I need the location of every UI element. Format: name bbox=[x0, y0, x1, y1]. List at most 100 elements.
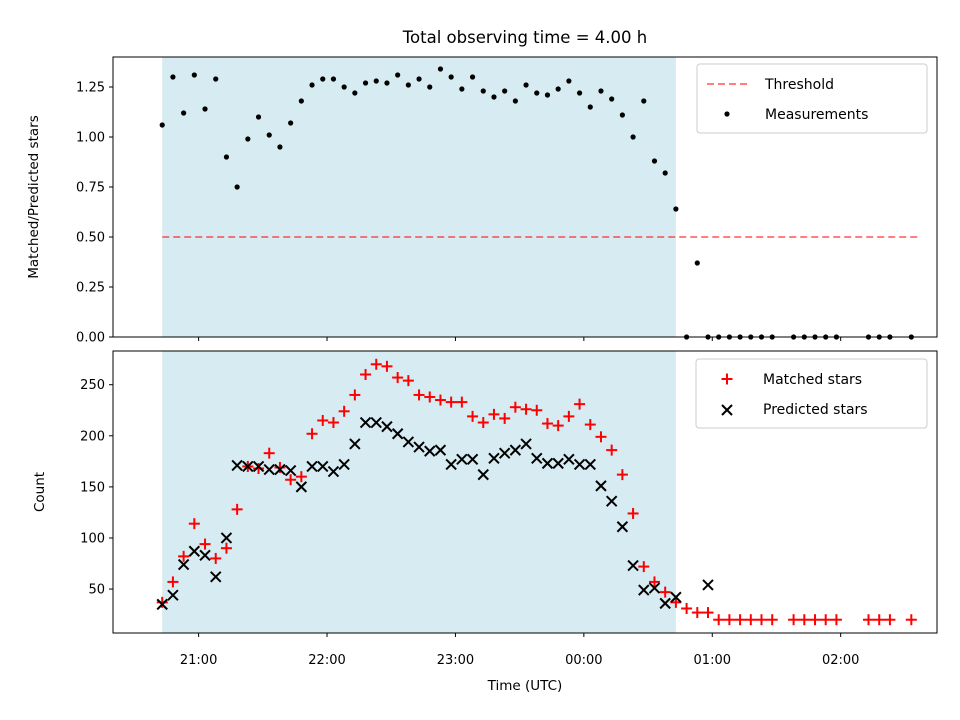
measurement-point bbox=[234, 184, 240, 190]
matched-point bbox=[691, 607, 703, 619]
predicted-point bbox=[188, 545, 201, 557]
predicted-point bbox=[391, 428, 404, 440]
matched-point bbox=[381, 360, 393, 372]
cross-stroke bbox=[167, 589, 179, 601]
matched-point bbox=[616, 469, 628, 481]
predicted-point bbox=[359, 416, 372, 429]
matched-point bbox=[253, 463, 265, 474]
matched-point bbox=[755, 614, 767, 626]
cross-stroke bbox=[295, 481, 308, 493]
cross-stroke bbox=[531, 452, 543, 464]
predicted-point bbox=[220, 532, 233, 544]
matched-point bbox=[606, 444, 618, 456]
predicted-point bbox=[648, 582, 661, 594]
cross-stroke bbox=[488, 452, 500, 464]
predicted-point bbox=[520, 438, 532, 450]
predicted-point bbox=[274, 463, 286, 476]
measurement-point bbox=[245, 136, 251, 142]
predicted-point bbox=[702, 579, 714, 591]
measurement-point bbox=[405, 82, 411, 88]
predicted-point bbox=[327, 465, 340, 478]
matched-point bbox=[541, 418, 553, 430]
measurement-point bbox=[341, 84, 347, 90]
cross-stroke bbox=[541, 457, 554, 470]
cross-stroke bbox=[349, 438, 361, 450]
cross-stroke bbox=[605, 495, 618, 507]
legend-bottom-frame bbox=[695, 358, 928, 429]
predicted-point bbox=[659, 597, 671, 610]
measurement-point bbox=[437, 66, 444, 72]
y-tick-label: 0.00 bbox=[76, 331, 105, 346]
y-tick-label: 100 bbox=[80, 531, 105, 546]
observing-window-top bbox=[162, 57, 676, 337]
ratio-x-ticks bbox=[198, 337, 842, 341]
matched-point bbox=[509, 401, 521, 413]
matched-point bbox=[520, 403, 532, 415]
ratio-y-axis: 0.00 0.25 0.50 0.75 1.00 1.25 bbox=[76, 81, 113, 346]
predicted-point bbox=[317, 460, 329, 473]
matched-stars-series bbox=[156, 358, 917, 626]
matched-point bbox=[467, 410, 479, 422]
cross-stroke bbox=[188, 545, 201, 557]
predicted-point bbox=[552, 457, 564, 470]
matched-point bbox=[188, 518, 200, 530]
predicted-point bbox=[466, 453, 479, 466]
matched-point bbox=[766, 614, 778, 626]
measurement-point bbox=[694, 260, 700, 266]
measurement-point bbox=[277, 144, 283, 150]
y-tick-label: 50 bbox=[88, 583, 105, 598]
matched-point bbox=[263, 447, 275, 459]
measurement-point bbox=[298, 98, 304, 104]
cross-stroke bbox=[220, 532, 233, 544]
predicted-point bbox=[381, 420, 393, 433]
cross-stroke bbox=[648, 582, 661, 594]
legend-predicted-swatch bbox=[721, 404, 733, 416]
predicted-stars-series bbox=[156, 416, 714, 611]
measurement-point bbox=[651, 158, 658, 164]
measurement-point bbox=[480, 88, 486, 94]
chart-title: Total observing time = 4.00 h bbox=[402, 28, 647, 47]
predicted-point bbox=[231, 459, 243, 472]
measurement-point bbox=[170, 74, 176, 80]
predicted-point bbox=[177, 558, 190, 571]
matched-point bbox=[349, 389, 361, 401]
count-y-label: Count bbox=[32, 472, 48, 512]
panel-ratio-frame bbox=[112, 56, 938, 338]
measurement-point bbox=[641, 98, 647, 104]
matched-point bbox=[210, 552, 222, 564]
matched-point bbox=[199, 538, 211, 550]
matched-point bbox=[552, 420, 564, 432]
measurement-point bbox=[395, 72, 401, 78]
measurement-point bbox=[373, 78, 379, 84]
measurement-point bbox=[469, 74, 476, 80]
predicted-point bbox=[445, 458, 457, 471]
measurement-point bbox=[502, 88, 508, 94]
cross-stroke bbox=[199, 549, 211, 562]
measurement-point bbox=[555, 86, 561, 92]
predicted-point bbox=[349, 438, 361, 450]
cross-stroke bbox=[156, 598, 168, 611]
measurement-point bbox=[384, 80, 390, 86]
cross-stroke bbox=[573, 458, 586, 471]
y-tick-label: 1.25 bbox=[76, 81, 105, 96]
measurement-point bbox=[223, 154, 230, 160]
predicted-point bbox=[413, 441, 425, 453]
cross-stroke bbox=[359, 416, 372, 429]
legend-predicted-label: Predicted stars bbox=[763, 402, 868, 418]
matched-point bbox=[659, 586, 671, 598]
matched-point bbox=[745, 614, 757, 626]
matched-point bbox=[873, 614, 885, 626]
measurement-point bbox=[673, 206, 679, 212]
measurement-point bbox=[587, 104, 593, 110]
cross-stroke bbox=[434, 444, 447, 456]
matched-point bbox=[413, 389, 425, 401]
matched-point bbox=[702, 607, 714, 619]
measurement-point bbox=[662, 170, 668, 176]
matched-point bbox=[370, 358, 382, 370]
cross-stroke bbox=[252, 460, 265, 473]
matched-point bbox=[595, 431, 607, 443]
matched-point bbox=[531, 404, 543, 416]
matched-point bbox=[306, 428, 318, 440]
matched-point bbox=[295, 471, 307, 483]
matched-point bbox=[499, 412, 511, 424]
